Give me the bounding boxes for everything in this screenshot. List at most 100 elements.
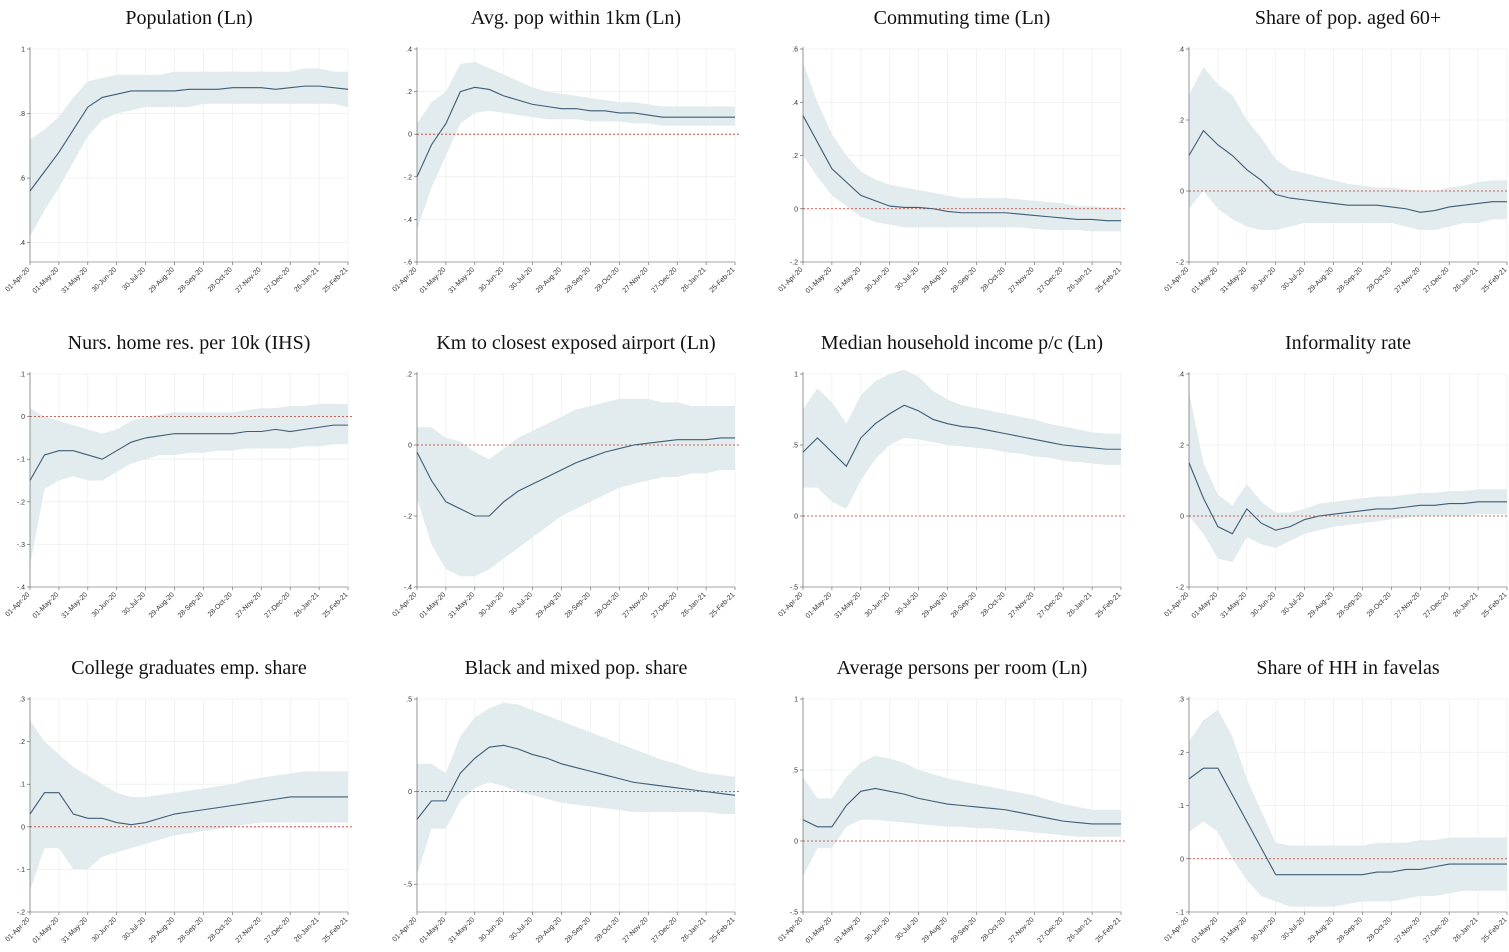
y-tick-label: 0 (21, 414, 25, 421)
x-tick-label: 30-Jun-20 (91, 591, 118, 618)
panel-title: Median household income p/c (Ln) (821, 332, 1103, 354)
x-tick-label: 01-Apr-20 (1163, 266, 1190, 293)
x-tick-label: 27-Dec-20 (1037, 591, 1065, 619)
y-tick-label: .8 (19, 111, 25, 118)
x-tick-label: 01-May-20 (419, 916, 448, 945)
panel-title: Population (Ln) (125, 7, 252, 29)
x-tick-label: 01-Apr-20 (777, 591, 804, 618)
x-tick-label: 01-Apr-20 (391, 916, 418, 943)
y-tick-label: -.1 (17, 457, 25, 464)
y-tick-label: -.4 (17, 585, 25, 592)
x-tick-label: 01-Apr-20 (391, 266, 418, 293)
x-tick-label: 29-Aug-20 (1307, 591, 1335, 619)
x-tick-label: 28-Sep-20 (177, 916, 205, 944)
y-tick-label: -.3 (17, 542, 25, 549)
estimate-line (1188, 462, 1507, 535)
y-tick-label: .2 (406, 372, 412, 379)
panel: Share of HH in favelas 01-Apr-20 01-May-20… (1163, 657, 1509, 945)
x-tick-label: 26-Jan-21 (1452, 916, 1479, 943)
y-tick-label: -.2 (404, 514, 412, 521)
x-tick-label: 01-May-20 (32, 916, 61, 945)
confidence-band (30, 720, 348, 891)
y-tick-label: 0 (1180, 514, 1184, 521)
confidence-band (30, 403, 348, 566)
panel-title: Average persons per room (Ln) (837, 657, 1088, 679)
y-tick-label: .4 (406, 47, 412, 54)
x-tick-label: 28-Oct-20 (980, 916, 1007, 943)
x-tick-label: 25-Feb-21 (1095, 266, 1123, 294)
panel: Black and mixed pop. share 01-Apr-20 01-Ma… (391, 657, 740, 945)
x-tick-label: 30-Jul-20 (894, 916, 920, 942)
panel-title: Km to closest exposed airport (Ln) (436, 332, 715, 354)
x-tick-label: 28-Sep-20 (950, 266, 978, 294)
panel-title: Nurs. home res. per 10k (IHS) (68, 332, 311, 354)
x-tick-label: 27-Dec-20 (651, 916, 679, 944)
x-tick-label: 01-May-20 (419, 266, 448, 295)
y-tick-label: 1 (21, 47, 25, 54)
x-tick-label: 31-May-20 (448, 916, 477, 945)
x-tick-label: 01-Apr-20 (4, 266, 31, 293)
confidence-band (1189, 66, 1507, 231)
x-tick-label: 26-Jan-21 (293, 266, 320, 293)
panel-title: Share of HH in favelas (1256, 657, 1439, 679)
y-tick-label: -.5 (790, 910, 798, 917)
x-tick-label: 28-Sep-20 (177, 266, 205, 294)
y-tick-label: -.1 (1176, 910, 1184, 917)
x-tick-label: 28-Oct-20 (1366, 266, 1393, 293)
x-tick-label: 27-Nov-20 (622, 916, 650, 944)
x-tick-label: 26-Jan-21 (1066, 266, 1093, 293)
x-tick-label: 27-Nov-20 (622, 266, 650, 294)
estimate-line (416, 437, 735, 517)
y-tick-label: .5 (406, 697, 412, 704)
x-tick-label: 31-May-20 (834, 266, 863, 295)
y-tick-label: 0 (794, 514, 798, 521)
y-tick-label: -.2 (17, 499, 25, 506)
x-tick-label: 27-Nov-20 (1008, 266, 1036, 294)
x-tick-label: 30-Jun-20 (478, 591, 505, 618)
confidence-band (1189, 391, 1507, 563)
y-tick-label: -.2 (1176, 585, 1184, 592)
x-tick-label: 01-Apr-20 (391, 591, 418, 618)
x-tick-label: 28-Sep-20 (1336, 591, 1364, 619)
y-tick-label: .6 (792, 47, 798, 54)
confidence-band (803, 369, 1121, 509)
confidence-band (417, 61, 735, 231)
x-tick-label: 01-Apr-20 (1163, 916, 1190, 943)
x-tick-label: 29-Aug-20 (535, 591, 563, 619)
x-tick-label: 28-Oct-20 (980, 591, 1007, 618)
y-tick-label: .4 (19, 240, 25, 247)
panel: Nurs. home res. per 10k (IHS) 01-Apr-20 01… (4, 332, 353, 620)
x-tick-label: 30-Jul-20 (1280, 591, 1306, 617)
x-tick-label: 01-May-20 (1191, 916, 1220, 945)
x-tick-label: 30-Jun-20 (1250, 591, 1277, 618)
x-tick-label: 28-Sep-20 (564, 916, 592, 944)
x-tick-label: 29-Aug-20 (921, 916, 949, 944)
x-tick-label: 29-Aug-20 (148, 916, 176, 944)
x-tick-label: 30-Jul-20 (508, 266, 534, 292)
x-tick-label: 01-May-20 (32, 591, 61, 620)
estimate-line (29, 85, 349, 192)
panel: Avg. pop within 1km (Ln) 01-Apr-20 01-May-… (391, 7, 740, 295)
y-tick-label: .3 (1178, 697, 1184, 704)
x-tick-label: 28-Sep-20 (177, 591, 205, 619)
x-tick-label: 28-Oct-20 (207, 266, 234, 293)
x-tick-label: 27-Dec-20 (1037, 916, 1065, 944)
y-tick-label: 1 (794, 372, 798, 379)
x-tick-label: 30-Jun-20 (864, 916, 891, 943)
x-tick-label: 28-Sep-20 (1336, 266, 1364, 294)
y-tick-label: -.1 (17, 867, 25, 874)
confidence-band (30, 68, 348, 237)
x-tick-label: 27-Nov-20 (1008, 591, 1036, 619)
x-tick-label: 28-Sep-20 (564, 266, 592, 294)
x-tick-label: 27-Dec-20 (1423, 916, 1451, 944)
y-tick-label: .1 (19, 782, 25, 789)
x-tick-label: 26-Jan-21 (1452, 266, 1479, 293)
y-tick-label: -.2 (17, 910, 25, 917)
x-tick-label: 29-Aug-20 (1307, 266, 1335, 294)
estimate-line (416, 86, 735, 178)
x-tick-label: 30-Jul-20 (121, 266, 147, 292)
y-tick-label: -.2 (404, 174, 412, 181)
y-tick-label: .5 (792, 443, 798, 450)
estimate-line (1188, 129, 1507, 213)
